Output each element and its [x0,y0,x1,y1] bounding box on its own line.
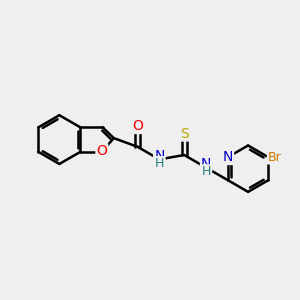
Text: Br: Br [268,151,282,164]
Text: H: H [155,157,164,170]
Text: N: N [154,149,165,163]
Text: H: H [201,165,211,178]
Text: O: O [96,144,107,158]
Text: O: O [132,119,143,133]
Text: N: N [201,157,211,171]
Text: S: S [180,127,189,140]
Text: N: N [223,150,233,164]
